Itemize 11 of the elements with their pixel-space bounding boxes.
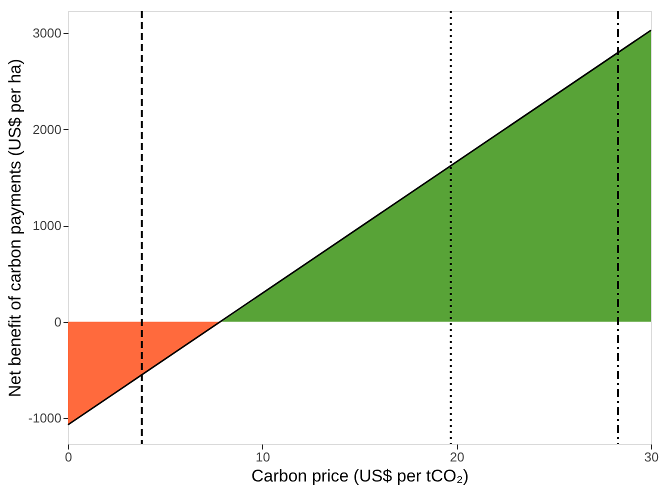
x-tick-label: 20	[450, 450, 464, 464]
y-tick-label: 0	[54, 314, 62, 330]
x-tick-label: 0	[64, 450, 72, 464]
y-tick-label: 2000	[32, 122, 62, 137]
x-axis-title: Carbon price (US$ per tCO₂)	[251, 466, 469, 486]
y-tick-label: 3000	[32, 26, 62, 41]
y-axis-title: Net benefit of carbon payments (US$ per ha)	[5, 58, 24, 398]
x-tick-label: 30	[644, 450, 659, 464]
x-tick-label: 10	[256, 450, 270, 464]
y-tick-label: 1000	[32, 218, 62, 234]
y-tick-label: -1000	[28, 410, 62, 426]
